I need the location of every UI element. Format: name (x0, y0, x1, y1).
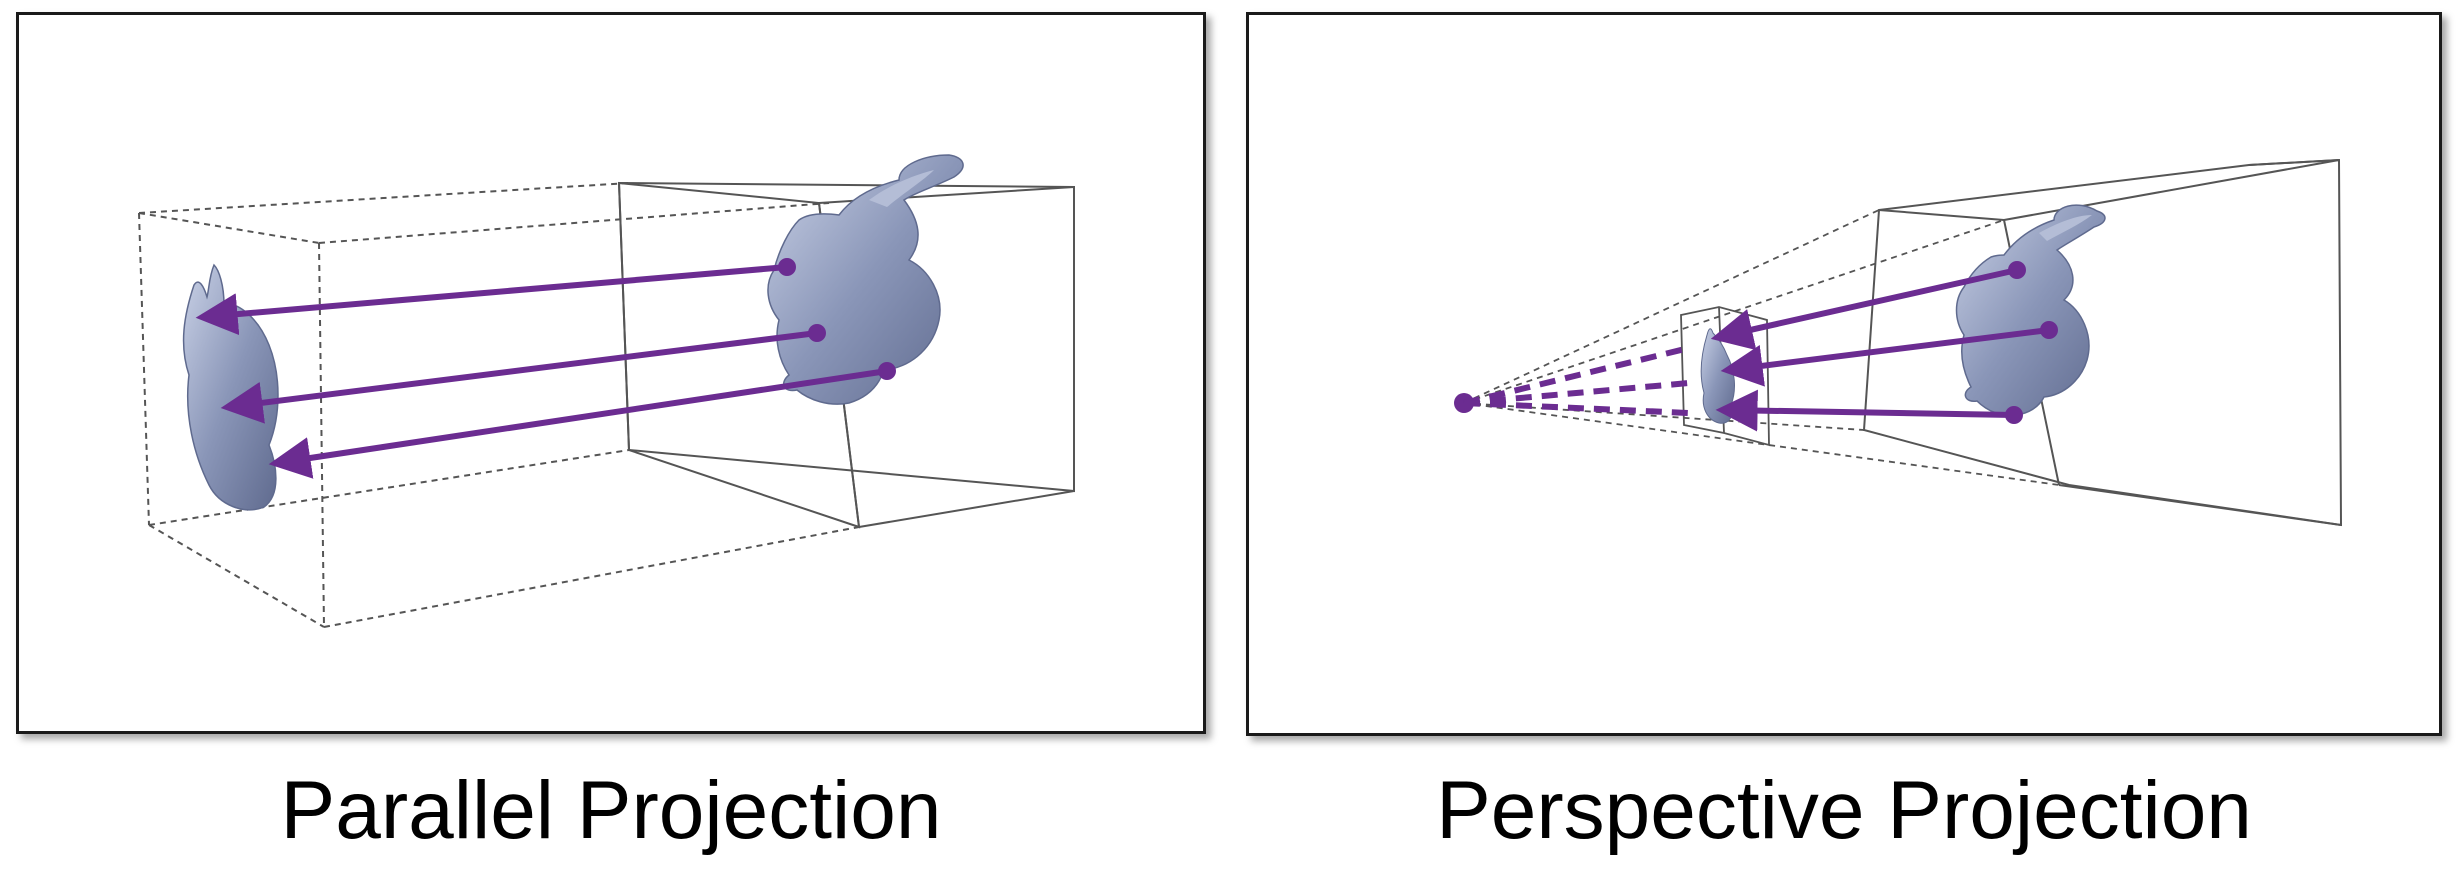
projection-ray-3 (268, 368, 888, 479)
parallel-projection-panel (16, 12, 1206, 734)
bunny-3d (767, 154, 964, 405)
caption-parallel-projection: Parallel Projection (280, 765, 942, 856)
bunny-3d-perspective (1955, 204, 2106, 417)
projection-ray-p1 (1710, 267, 2018, 351)
projection-volume-dashed (138, 182, 860, 628)
projection-ray-2 (220, 330, 818, 424)
projected-bunny (182, 263, 279, 511)
rays-dashed (1463, 345, 1690, 416)
perspective-projection-diagram (1454, 158, 2343, 527)
perspective-projection-panel (1246, 12, 2442, 736)
projection-ray-1 (195, 264, 788, 336)
caption-perspective-projection: Perspective Projection (1436, 765, 2252, 856)
projection-ray-p3 (1715, 389, 2015, 432)
frustum-box (1862, 158, 2343, 527)
projection-ray-p2 (1720, 327, 2050, 387)
parallel-projection-diagram (138, 154, 1075, 628)
ray-origins (778, 258, 896, 380)
ray-origins-perspective (2005, 261, 2058, 424)
projection-rays-perspective (1710, 267, 2050, 432)
projection-rays (195, 264, 888, 479)
